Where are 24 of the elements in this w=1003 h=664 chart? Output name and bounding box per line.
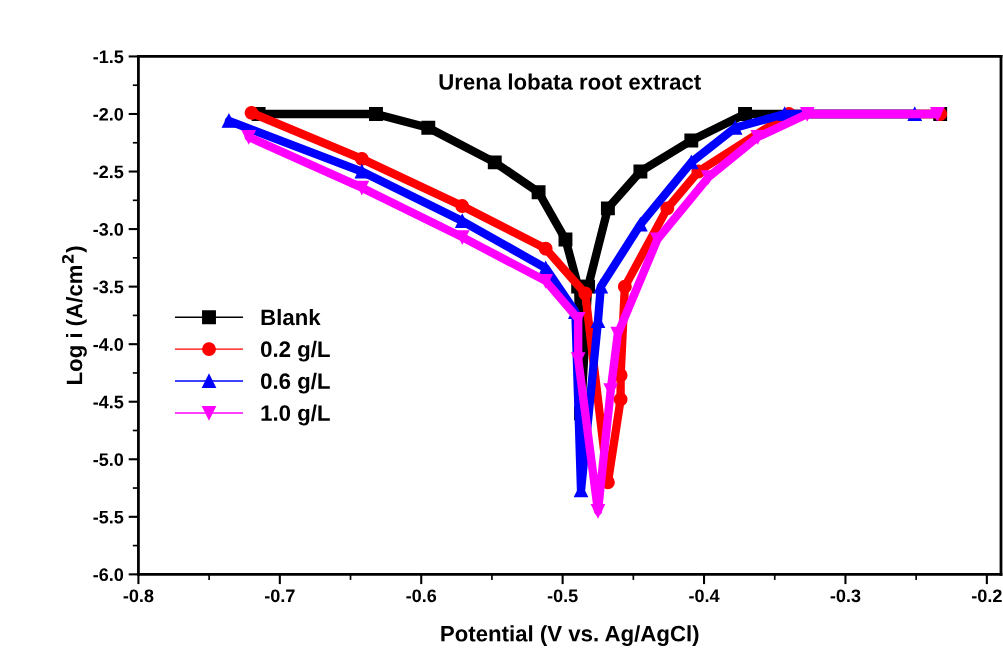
y-tick-label: -3.5 [93,280,124,294]
x-tick-label: -0.6 [406,589,437,603]
y-tick-label: -1.5 [93,50,124,64]
legend-label: 0.2 g/L [260,340,330,362]
y-tick-label: -2.0 [93,107,124,121]
y-tick-label: -4.5 [93,395,124,409]
x-tick-label: -0.7 [264,589,295,603]
x-tick-label: -0.8 [123,589,154,603]
y-axis-title: Log i (A/cm$^{2}$) [62,246,87,385]
x-tick-label: -0.4 [689,589,720,603]
text: Urena lobata root extract [439,73,701,90]
y-tick-label: -5.5 [93,510,124,524]
y-tick-label: -3.0 [93,223,124,236]
x-tick-label: -0.5 [547,589,578,603]
legend-label: 0.6 g/L [260,372,330,394]
y-tick-label: -2.5 [93,165,124,179]
y-tick-label: -6.0 [93,568,124,582]
x-tick-label: -0.3 [830,589,861,603]
x-tick-label: -0.2 [972,589,1002,603]
legend-label: Blank [261,308,321,326]
legend-label: 1.0 g/L [261,404,330,426]
y-tick-label: -4.0 [93,338,124,351]
x-axis-title: Potential (V vs. Ag/AgCl) [441,625,699,647]
y-tick-label: -5.0 [93,453,124,466]
